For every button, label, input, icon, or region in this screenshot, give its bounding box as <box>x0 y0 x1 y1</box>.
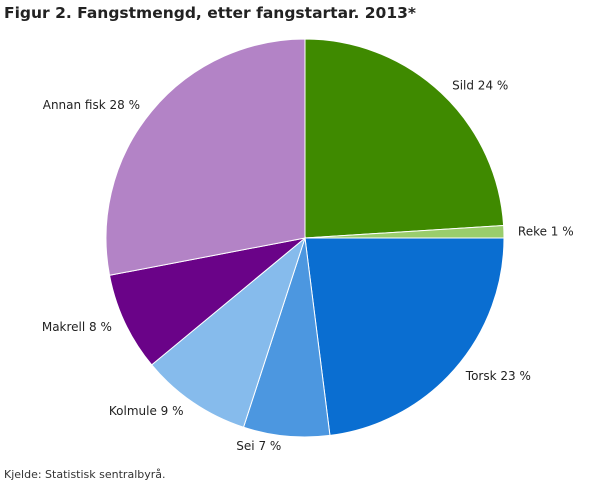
pie-slice-kolmule <box>150 236 307 428</box>
pie-slice-torsk <box>304 237 505 436</box>
slice-label-annan-fisk: Annan fisk 28 % <box>43 98 140 112</box>
slice-label-makrell: Makrell 8 % <box>42 320 112 334</box>
pie-slice-sild <box>304 38 505 239</box>
slice-label-reke: Reke 1 % <box>518 224 574 238</box>
slice-label-sild: Sild 24 % <box>452 79 508 93</box>
pie-slice-makrell <box>108 237 306 366</box>
source-note: Kjelde: Statistisk sentralbyrå. <box>4 468 166 481</box>
slice-label-torsk: Torsk 23 % <box>465 369 531 383</box>
slice-label-kolmule: Kolmule 9 % <box>109 404 184 418</box>
pie-slice-annan-fisk <box>105 38 306 276</box>
slice-label-sei: Sei 7 % <box>236 439 281 453</box>
chart-title: Figur 2. Fangstmengd, etter fangstartar.… <box>4 4 417 22</box>
